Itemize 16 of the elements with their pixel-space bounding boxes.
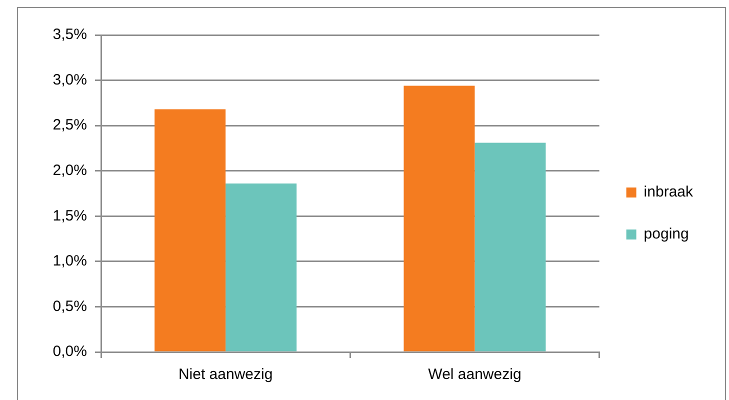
y-tick-label: 1,0% — [52, 252, 87, 270]
bar — [474, 142, 546, 352]
y-tick-label: 2,5% — [52, 116, 87, 134]
y-tick-label: 3,0% — [52, 71, 87, 88]
bar — [154, 109, 226, 352]
x-tick-label: Wel aanwezig — [428, 366, 522, 384]
legend-label: poging — [644, 226, 689, 243]
x-tick-label: Niet aanwezig — [178, 366, 273, 384]
y-tick-label: 0,5% — [52, 298, 87, 315]
bar — [226, 184, 297, 352]
y-tick-label: 2,0% — [52, 162, 87, 179]
y-tick-label: 1,5% — [52, 207, 87, 224]
y-tick-label: 0,0% — [52, 343, 87, 360]
legend-label: inbraak — [644, 184, 694, 201]
bar — [404, 86, 475, 352]
y-tick-label: 3,5% — [52, 26, 87, 44]
